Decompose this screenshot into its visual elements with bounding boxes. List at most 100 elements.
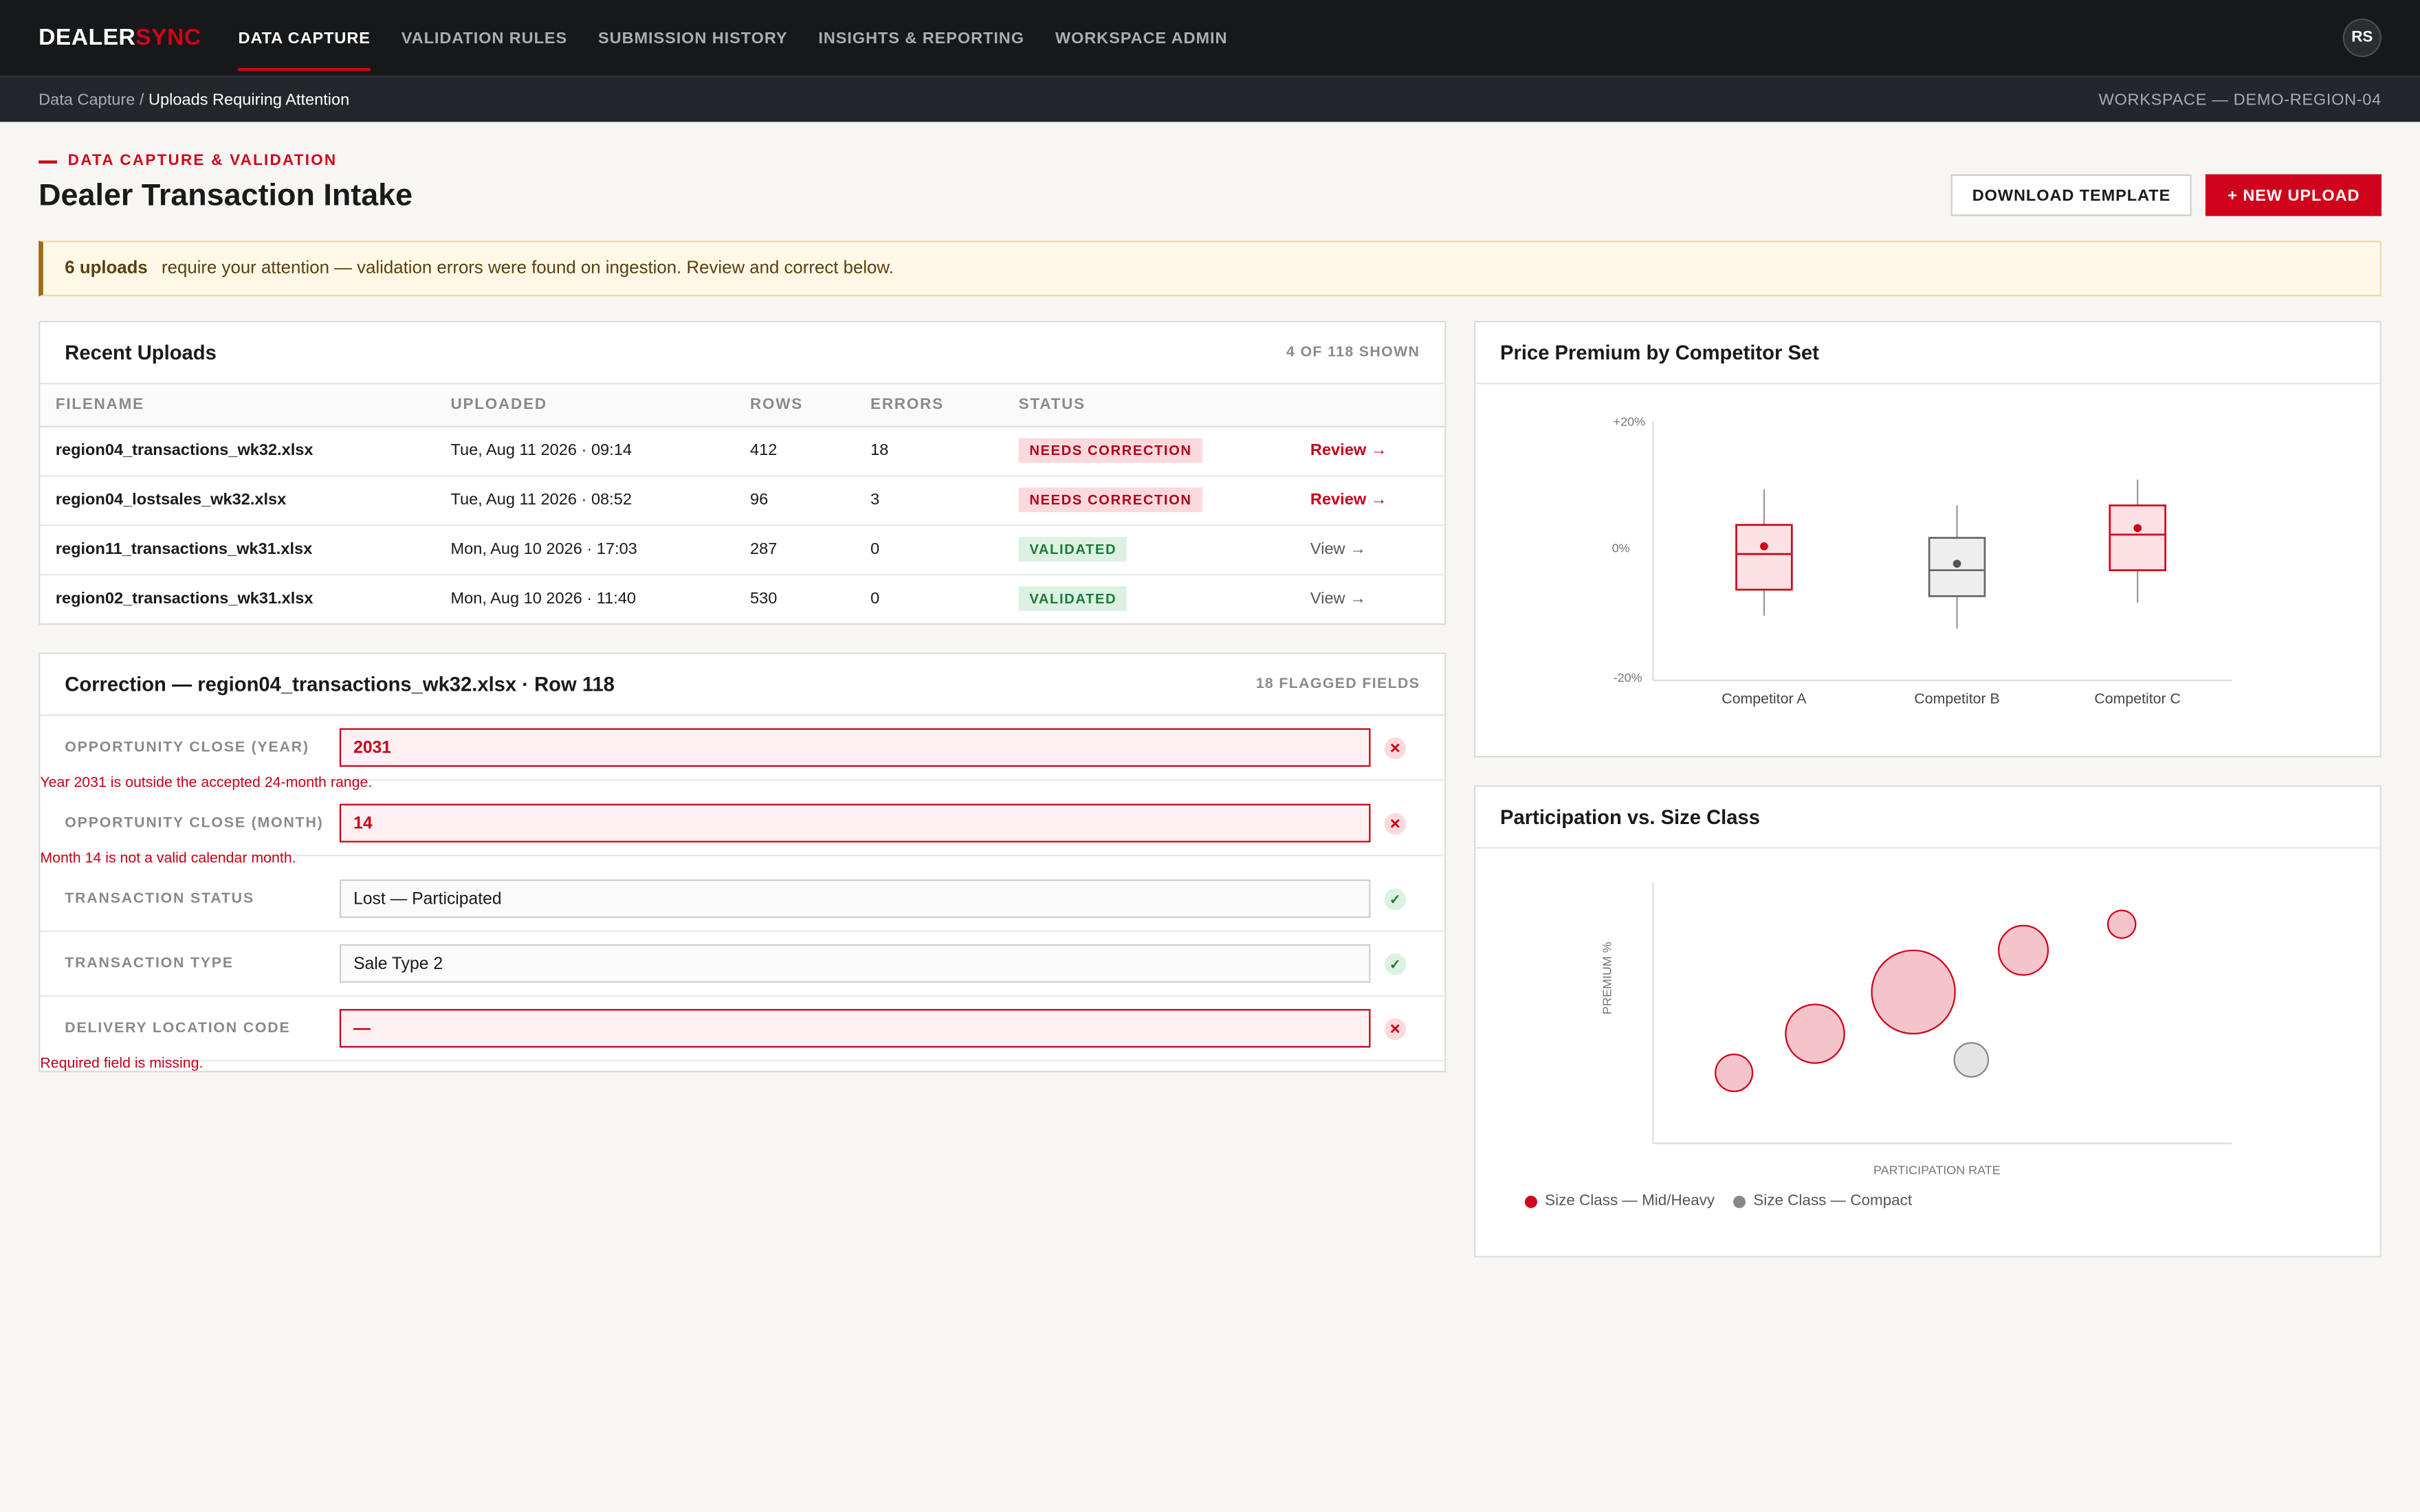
brand-logo-part-b: SYNC xyxy=(135,24,201,52)
legend-label: Size Class — Compact xyxy=(1753,1192,1913,1210)
col-filename[interactable]: FILENAME xyxy=(40,383,436,427)
x-category-label: Competitor B xyxy=(1914,691,1999,707)
review-link[interactable]: Review → xyxy=(1310,441,1387,460)
brand-logo-part-a: DEALER xyxy=(38,24,136,52)
field-row-transaction-status: TRANSACTION STATUS Lost — Participated ✓ xyxy=(40,856,1445,932)
table-header-row: FILENAME UPLOADED ROWS ERRORS STATUS xyxy=(40,383,1445,427)
close-year-input[interactable]: 2031 xyxy=(339,728,1371,767)
participation-chart-header: Participation vs. Size Class xyxy=(1475,787,2380,849)
new-upload-button[interactable]: + NEW UPLOAD xyxy=(2206,174,2382,216)
col-action xyxy=(1295,383,1445,427)
review-link[interactable]: Review → xyxy=(1310,490,1387,509)
cell-filename: region11_transactions_wk31.xlsx xyxy=(40,524,436,575)
bubble-point xyxy=(1785,1003,1845,1064)
legend-item[interactable]: Size Class — Mid/Heavy xyxy=(1524,1192,1715,1210)
col-errors[interactable]: ERRORS xyxy=(855,383,1004,427)
box-mean-dot xyxy=(1760,542,1768,551)
legend-swatch xyxy=(1733,1194,1746,1208)
download-template-button[interactable]: DOWNLOAD TEMPLATE xyxy=(1950,174,2192,216)
legend-swatch xyxy=(1524,1194,1537,1208)
error-icon: ✕ xyxy=(1384,1018,1407,1041)
y-tick-label: +20% xyxy=(1614,415,1645,429)
box-iqr xyxy=(2109,504,2166,572)
flagged-fields-count: 18 FLAGGED FIELDS xyxy=(1255,676,1420,693)
price-premium-chart-panel: Price Premium by Competitor Set +20% 0% … xyxy=(1473,320,2382,758)
view-link[interactable]: View → xyxy=(1310,540,1366,559)
bubble-marks xyxy=(1715,909,2137,1093)
transaction-type-input[interactable]: Sale Type 2 xyxy=(339,944,1371,983)
cell-action: Review → xyxy=(1295,425,1445,476)
y-tick-label: 0% xyxy=(1612,542,1630,555)
x-category-label: Competitor C xyxy=(2094,691,2181,707)
cell-rows: 412 xyxy=(734,425,855,476)
table-row[interactable]: region04_lostsales_wk32.xlsx Tue, Aug 11… xyxy=(40,475,1445,526)
header-actions: DOWNLOAD TEMPLATE + NEW UPLOAD xyxy=(1937,174,2382,216)
legend-label: Size Class — Mid/Heavy xyxy=(1545,1192,1715,1210)
close-month-input[interactable]: 14 xyxy=(339,803,1371,843)
cell-filename: region04_lostsales_wk32.xlsx xyxy=(40,475,436,526)
field-row-close-month: OPPORTUNITY CLOSE (MONTH) 14 ✕ Month 14 … xyxy=(40,781,1445,867)
transaction-status-input[interactable]: Lost — Participated xyxy=(339,879,1371,918)
uploads-table: FILENAME UPLOADED ROWS ERRORS STATUS reg… xyxy=(40,383,1445,623)
field-label: OPPORTUNITY CLOSE (MONTH) xyxy=(65,814,324,832)
recent-uploads-header: Recent Uploads 4 OF 118 SHOWN xyxy=(40,322,1445,384)
table-row[interactable]: region04_transactions_wk32.xlsx Tue, Aug… xyxy=(40,425,1445,476)
price-premium-box-plot: +20% 0% -20% Competitor A Competitor B C… xyxy=(1612,415,2232,707)
view-link[interactable]: View → xyxy=(1310,590,1366,609)
nav-items: DATA CAPTURE VALIDATION RULES SUBMISSION… xyxy=(238,0,1259,76)
error-icon: ✕ xyxy=(1384,737,1407,759)
legend-item[interactable]: Size Class — Compact xyxy=(1733,1192,1912,1210)
table-row[interactable]: region11_transactions_wk31.xlsx Mon, Aug… xyxy=(40,524,1445,575)
nav-item-submission-history[interactable]: SUBMISSION HISTORY xyxy=(598,28,788,47)
attention-alert: 6 uploads require your attention — valid… xyxy=(38,241,2382,297)
top-nav: DEALERSYNC DATA CAPTURE VALIDATION RULES… xyxy=(0,0,2420,76)
cell-rows: 287 xyxy=(734,524,855,575)
eyebrow-dash xyxy=(38,159,58,163)
page-header: DATA CAPTURE & VALIDATION Dealer Transac… xyxy=(38,153,2382,216)
cell-uploaded: Mon, Aug 10 2026 · 17:03 xyxy=(435,524,735,575)
field-error-message: Year 2031 is outside the accepted 24-mon… xyxy=(40,774,373,792)
alert-message: require your attention — validation erro… xyxy=(162,259,894,278)
box-mean-dot xyxy=(1952,559,1961,568)
field-label: DELIVERY LOCATION CODE xyxy=(65,1019,291,1037)
cell-uploaded: Tue, Aug 11 2026 · 08:52 xyxy=(435,475,735,526)
cell-errors: 0 xyxy=(855,524,1004,575)
col-status[interactable]: STATUS xyxy=(1003,383,1295,427)
cell-rows: 96 xyxy=(734,475,855,526)
nav-item-validation-rules[interactable]: VALIDATION RULES xyxy=(401,28,568,47)
breadcrumb-parent-link[interactable]: Data Capture / xyxy=(38,90,144,109)
col-uploaded[interactable]: UPLOADED xyxy=(435,383,735,427)
correction-header: Correction — region04_transactions_wk32.… xyxy=(40,654,1445,716)
correction-panel: Correction — region04_transactions_wk32.… xyxy=(38,652,1446,1073)
cell-errors: 0 xyxy=(870,590,880,609)
col-rows[interactable]: ROWS xyxy=(734,383,855,427)
eyebrow-text: DATA CAPTURE & VALIDATION xyxy=(67,153,338,170)
delivery-location-input[interactable]: — xyxy=(339,1009,1371,1048)
y-axis-label: PREMIUM % xyxy=(1600,942,1614,1014)
table-row[interactable]: region02_transactions_wk31.xlsx Mon, Aug… xyxy=(40,574,1444,623)
field-error-message: Month 14 is not a valid calendar month. xyxy=(40,849,296,867)
brand-logo[interactable]: DEALERSYNC xyxy=(38,25,201,51)
page-title: Dealer Transaction Intake xyxy=(38,179,413,213)
participation-bubble-chart: PREMIUM % PARTICIPATION RATE xyxy=(1600,882,2232,1177)
field-row-close-year: OPPORTUNITY CLOSE (YEAR) 2031 ✕ Year 203… xyxy=(40,716,1445,792)
status-badge: VALIDATED xyxy=(1018,537,1128,562)
box-plot-marks xyxy=(1735,479,2166,629)
breadcrumb: Data Capture / Uploads Requiring Attenti… xyxy=(38,90,349,109)
alert-count: 6 uploads xyxy=(65,259,148,278)
nav-item-insights-reporting[interactable]: INSIGHTS & REPORTING xyxy=(818,28,1024,47)
check-icon: ✓ xyxy=(1384,953,1407,975)
user-avatar[interactable]: RS xyxy=(2342,18,2382,58)
cell-errors: 18 xyxy=(855,425,1004,476)
cell-status: NEEDS CORRECTION xyxy=(1003,475,1295,526)
recent-uploads-title: Recent Uploads xyxy=(65,341,217,364)
correction-title: Correction — region04_transactions_wk32.… xyxy=(65,672,615,696)
chart-legend: Size Class — Mid/Heavy Size Class — Comp… xyxy=(1524,1192,1930,1210)
cell-rows: 530 xyxy=(750,590,778,609)
nav-item-data-capture[interactable]: DATA CAPTURE xyxy=(238,0,371,76)
nav-item-workspace-admin[interactable]: WORKSPACE ADMIN xyxy=(1055,28,1228,47)
status-badge: NEEDS CORRECTION xyxy=(1018,438,1203,463)
workspace-label: WORKSPACE — DEMO-REGION-04 xyxy=(2098,90,2382,109)
cell-action: View → xyxy=(1295,574,1444,623)
field-row-transaction-type: TRANSACTION TYPE Sale Type 2 ✓ xyxy=(40,932,1445,997)
